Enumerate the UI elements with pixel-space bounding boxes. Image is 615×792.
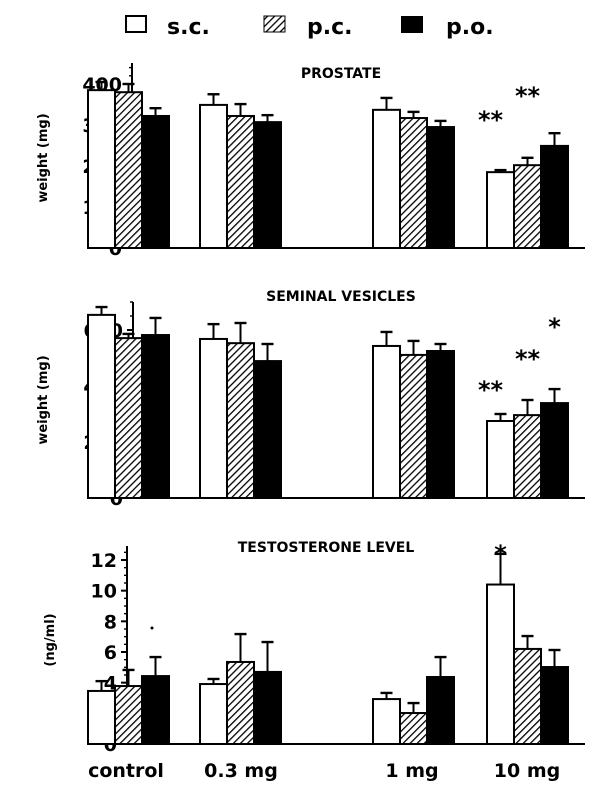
y-tick-label: 8 — [104, 611, 117, 633]
y-tick-label: 12 — [91, 550, 117, 572]
stray-dot — [150, 626, 154, 630]
bar-po — [540, 666, 569, 746]
legend-item-sc: s.c. — [125, 15, 210, 40]
bar-po — [540, 402, 569, 499]
bar-pc — [513, 414, 542, 499]
x-category-label: 1 mg — [385, 760, 438, 782]
y-tick-label: 6 — [104, 642, 117, 664]
x-category-label: 10 mg — [494, 760, 560, 782]
legend-item-po: p.o. — [401, 15, 494, 40]
bar-sc — [372, 108, 401, 249]
panel-seminal-vesicles: SEMINAL VESICLES weight (mg) 0200400600*… — [36, 289, 585, 510]
bar-pc — [226, 660, 255, 746]
bar-pc — [399, 712, 428, 746]
significance-marker: ** — [478, 106, 504, 134]
significance-marker: * — [494, 540, 507, 568]
panel-prostate: PROSTATE weight (mg) 0100200300400**** — [36, 63, 585, 260]
bar-po — [540, 144, 569, 249]
legend-label-po: p.o. — [446, 15, 494, 40]
bar-po — [141, 114, 170, 250]
bar-pc — [513, 164, 542, 249]
y-tick-label: 10 — [91, 581, 117, 603]
bar-pc — [226, 342, 255, 499]
bar-po — [426, 350, 455, 499]
bar-pc — [399, 117, 428, 249]
bar-sc — [199, 337, 228, 499]
bar-pc — [226, 114, 255, 250]
significance-marker: * — [548, 313, 561, 341]
bar-sc — [372, 698, 401, 745]
legend-swatch-solid — [401, 16, 423, 33]
bar-sc — [199, 103, 228, 249]
bar-po — [253, 121, 282, 249]
legend-label-pc: p.c. — [307, 15, 353, 40]
significance-marker: ** — [515, 82, 541, 110]
panel-title: SEMINAL VESICLES — [266, 289, 416, 305]
panel-title: PROSTATE — [301, 66, 381, 82]
bar-sc — [87, 313, 116, 499]
bar-sc — [486, 171, 515, 249]
legend-item-pc: p.c. — [263, 15, 353, 40]
y-axis-label: weight (mg) — [36, 355, 51, 444]
bar-sc — [199, 683, 228, 746]
legend-swatch-hatched — [263, 15, 286, 33]
bar-sc — [486, 420, 515, 499]
bar-po — [253, 670, 282, 746]
bar-pc — [114, 91, 143, 249]
bar-sc — [87, 689, 116, 745]
bar-po — [141, 334, 170, 500]
y-axis-label: weight (mg) — [36, 113, 51, 202]
bar-sc — [372, 344, 401, 499]
bar-sc — [87, 89, 116, 250]
legend: s.c. p.c. p.o. — [125, 15, 494, 40]
x-category-label: control — [88, 760, 164, 782]
significance-marker: ** — [478, 376, 504, 404]
significance-marker: ** — [515, 345, 541, 373]
legend-label-sc: s.c. — [167, 15, 210, 40]
bar-pc — [114, 337, 143, 499]
bar-po — [141, 675, 170, 745]
panel-testosterone: TESTOSTERONE LEVEL (ng/ml) 024681012*con… — [43, 540, 585, 782]
bar-pc — [114, 685, 143, 745]
bar-pc — [399, 353, 428, 500]
bar-po — [426, 126, 455, 249]
bar-pc — [513, 647, 542, 746]
panel-title: TESTOSTERONE LEVEL — [238, 540, 415, 556]
y-tick-label: 4 — [104, 673, 117, 695]
legend-swatch-open — [125, 15, 147, 33]
y-axis-label: (ng/ml) — [43, 613, 58, 666]
bar-sc — [486, 583, 515, 745]
x-category-label: 0.3 mg — [204, 760, 278, 782]
bar-po — [426, 675, 455, 746]
bar-po — [253, 360, 282, 499]
